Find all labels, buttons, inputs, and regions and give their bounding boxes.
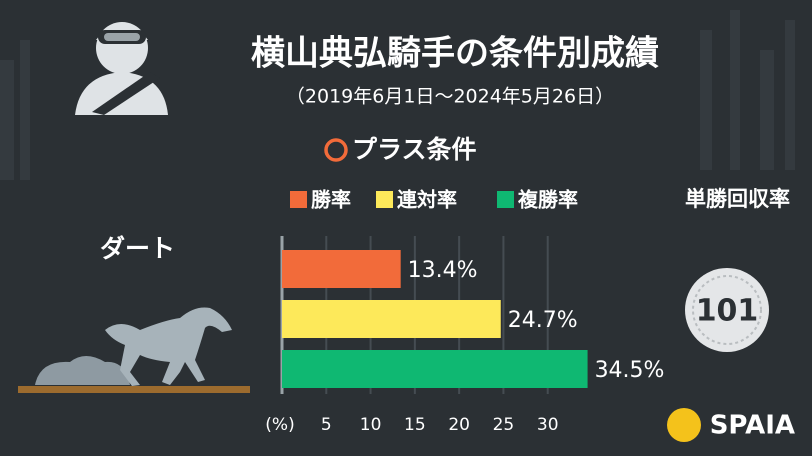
x-tick-label: 10 (360, 415, 382, 435)
category-label: ダート (100, 234, 175, 263)
recovery-badge (685, 268, 769, 352)
legend-swatch (497, 191, 514, 208)
legend-swatch (376, 191, 393, 208)
x-tick-label: 15 (404, 415, 426, 435)
recovery-value: 101 (696, 294, 759, 329)
background-bars (0, 10, 795, 180)
legend-label: 勝率 (311, 188, 351, 212)
subtitle: （2019年6月1日〜2024年5月26日） (286, 86, 614, 108)
x-tick-label: 20 (448, 415, 470, 435)
condition: プラス条件 (352, 135, 477, 164)
brand-logo (667, 408, 701, 442)
value-label: 34.5% (595, 358, 665, 383)
value-label: 13.4% (408, 258, 478, 283)
condition-icon (324, 138, 348, 162)
legend-swatch (290, 191, 307, 208)
title: 横山典弘騎手の条件別成績 (251, 34, 659, 74)
bar (282, 250, 401, 288)
jockey-icon (75, 22, 168, 115)
x-tick-label: 30 (537, 415, 559, 435)
x-tick-label: 25 (493, 415, 515, 435)
brand: SPAIA (710, 411, 795, 441)
legend-label: 連対率 (397, 188, 457, 212)
bar (282, 300, 501, 338)
legend-label: 複勝率 (518, 188, 578, 212)
bar (282, 350, 588, 388)
x-tick-label: 5 (321, 415, 332, 435)
value-label: 24.7% (508, 308, 578, 333)
x-axis-label: (%) (265, 415, 294, 435)
horse-icon (18, 307, 250, 393)
recovery-label: 単勝回収率 (685, 187, 790, 211)
